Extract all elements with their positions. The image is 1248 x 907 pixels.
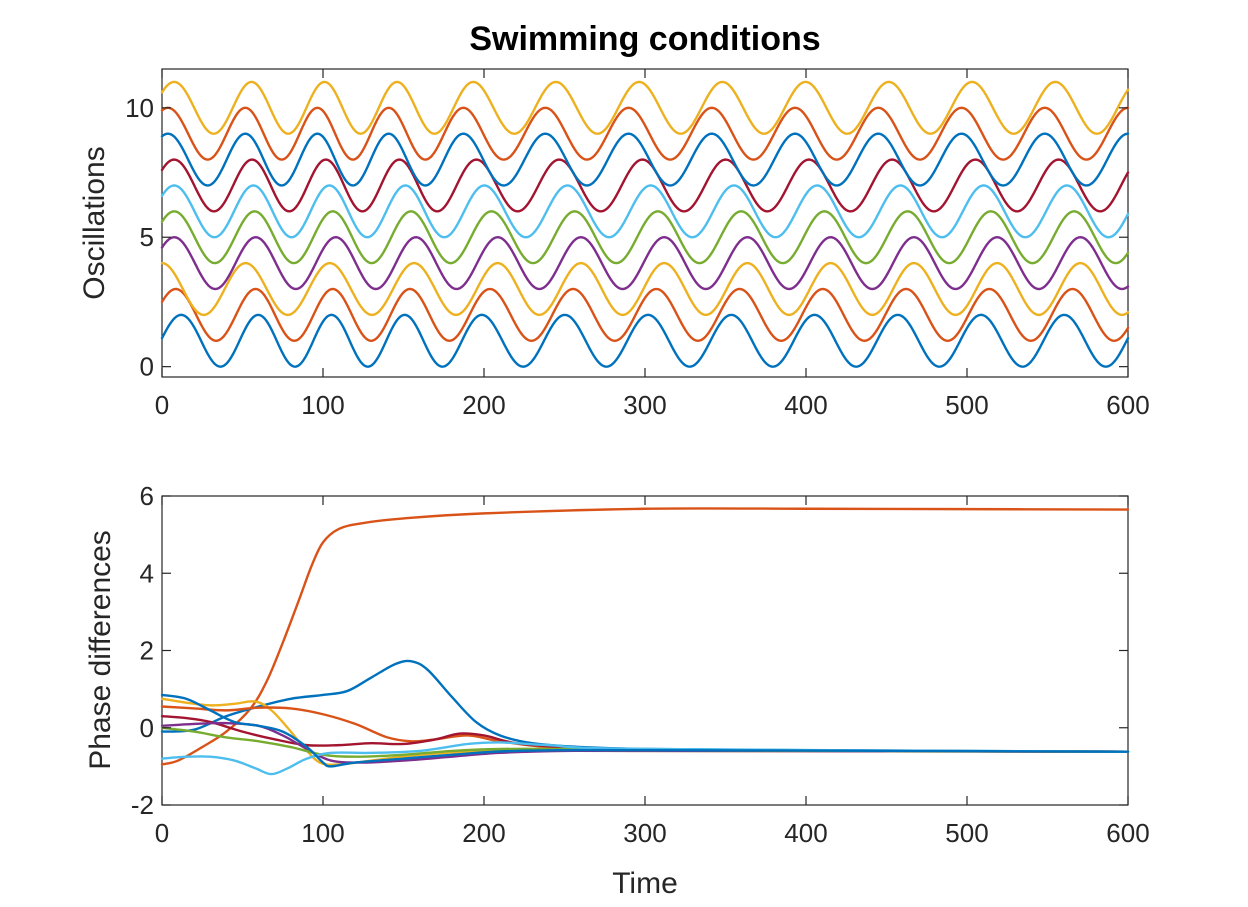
oscillations-xtick-label: 200: [462, 390, 505, 420]
oscillation-series-2: [160, 287, 1130, 342]
phase-differences-ytick-label: 2: [140, 636, 154, 666]
oscillation-series-5: [160, 210, 1130, 265]
phase-differences-xtick-label: 400: [784, 818, 827, 848]
oscillation-series-10: [160, 80, 1130, 135]
oscillations-xtick-label: 400: [784, 390, 827, 420]
chart-title: Swimming conditions: [469, 20, 820, 58]
oscillation-series-6: [160, 184, 1130, 239]
phase-differences-xtick-label: 300: [623, 818, 666, 848]
phase-differences-xtick-label: 100: [301, 818, 344, 848]
oscillations-axes: 0 100 200 300 400 500 600 0 5 10 Oscillations: [78, 68, 1150, 420]
oscillation-series-7: [160, 158, 1130, 213]
phase-differences-ytick-label: -2: [131, 790, 154, 820]
phase-differences-xtick-label: 200: [462, 818, 505, 848]
phase-differences-xtick-label: 0: [155, 818, 169, 848]
phase-differences-xtick-label: 500: [945, 818, 988, 848]
oscillations-xtick-label: 300: [623, 390, 666, 420]
phase-differences-ytick-label: 0: [140, 713, 154, 743]
oscillation-series-1: [160, 313, 1130, 368]
oscillations-ytick-label: 5: [140, 222, 154, 252]
phase-differences-ylabel: Phase differences: [84, 530, 117, 770]
oscillations-ticks: 0 100 200 300 400 500 600 0 5 10: [125, 69, 1150, 420]
oscillations-ylabel: Oscillations: [78, 146, 111, 299]
phase-differences-series-group: [160, 507, 1130, 776]
phase-differences-xlabel: Time: [612, 867, 678, 900]
phase-differences-ytick-label: 6: [140, 481, 154, 511]
oscillations-xtick-label: 100: [301, 390, 344, 420]
oscillation-series-3: [160, 261, 1130, 317]
phase-differences-xtick-label: 600: [1106, 818, 1149, 848]
phase-differences-ytick-label: 4: [140, 558, 154, 588]
phase-difference-series-1: [160, 507, 1130, 766]
oscillation-series-8: [160, 132, 1130, 187]
oscillations-ytick-label: 0: [140, 352, 154, 382]
oscillation-series-4: [160, 236, 1130, 291]
oscillation-series-9: [160, 106, 1130, 161]
oscillations-ytick-label: 10: [125, 93, 154, 123]
phase-difference-series-9: [160, 693, 1130, 768]
oscillations-xtick-label: 500: [945, 390, 988, 420]
oscillations-xtick-label: 600: [1106, 390, 1149, 420]
oscillations-xtick-label: 0: [155, 390, 169, 420]
oscillations-series-group: [160, 80, 1130, 368]
phase-difference-series-8: [160, 741, 1130, 776]
